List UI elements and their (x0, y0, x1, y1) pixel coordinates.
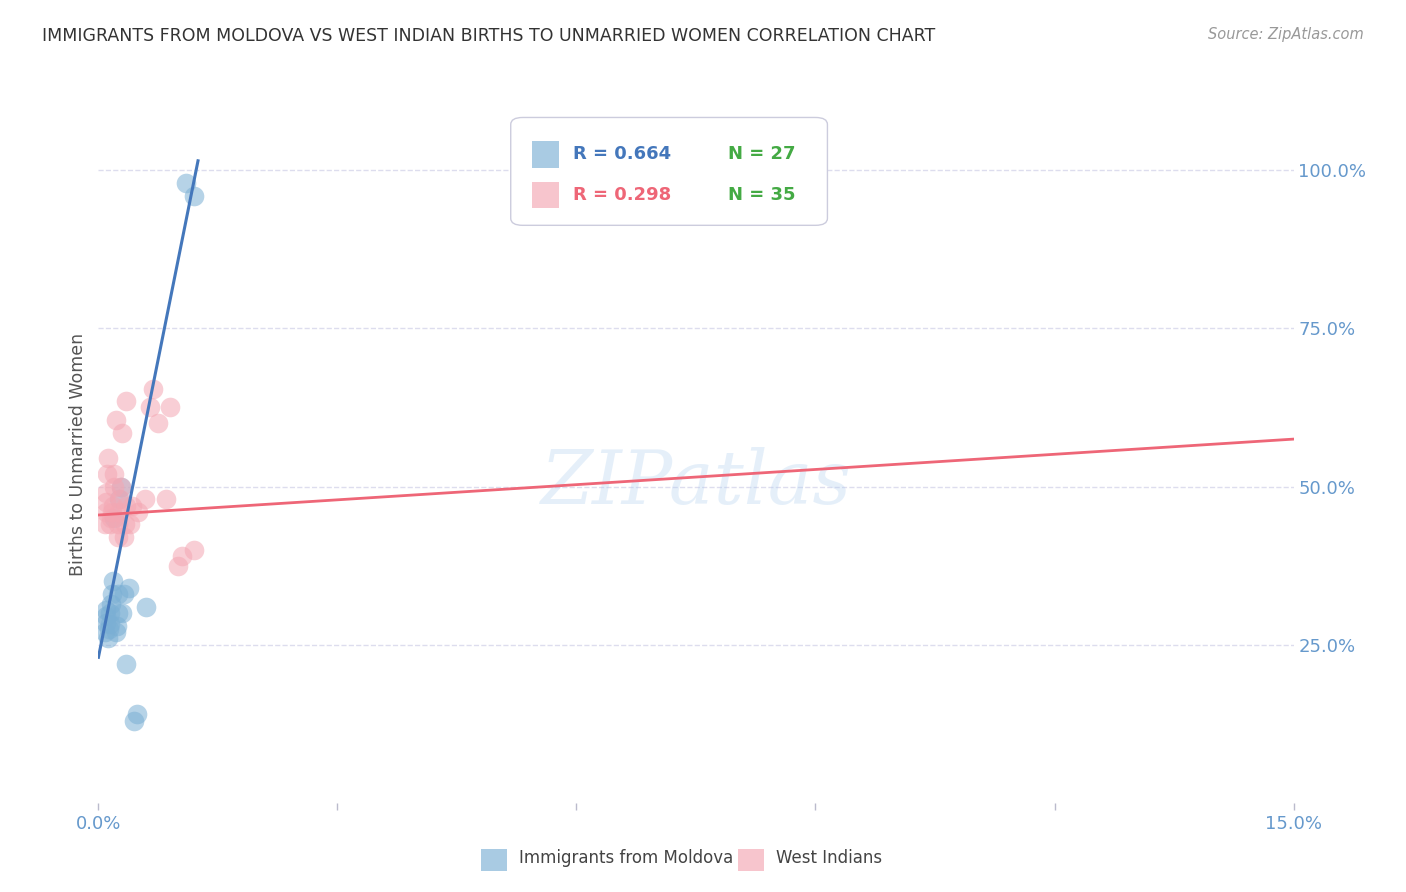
Text: R = 0.664: R = 0.664 (572, 145, 671, 163)
Point (101, 587, 124, 601)
Point (107, 530, 129, 544)
Point (114, 499, 136, 513)
Point (118, 581, 141, 595)
Point (107, 517, 129, 532)
Point (108, 492, 131, 507)
Point (111, 606, 134, 620)
Point (94, 517, 117, 532)
Point (115, 657, 138, 671)
Bar (533, 141, 558, 168)
Point (135, 599, 157, 614)
Point (125, 707, 148, 722)
Y-axis label: Births to Unmarried Women: Births to Unmarried Women (69, 334, 87, 576)
Point (94, 505, 117, 519)
Point (97, 632, 120, 646)
Point (155, 492, 177, 507)
Point (104, 413, 127, 427)
Point (98, 616, 121, 631)
Point (100, 517, 122, 532)
Point (159, 401, 181, 415)
Text: N = 27: N = 27 (728, 145, 796, 163)
Point (101, 574, 124, 589)
Point (172, 549, 194, 563)
Point (96, 495, 118, 509)
Point (104, 625, 127, 640)
FancyBboxPatch shape (510, 118, 827, 226)
Bar (481, 848, 508, 871)
Point (139, 401, 162, 415)
Point (97, 622, 120, 636)
Text: N = 35: N = 35 (728, 186, 796, 204)
Point (108, 505, 131, 519)
Point (167, 558, 190, 573)
Point (142, 382, 165, 396)
Point (183, 188, 205, 202)
Point (96, 486, 118, 500)
Point (110, 479, 132, 493)
Point (107, 587, 129, 601)
Point (112, 530, 135, 544)
Point (114, 517, 136, 532)
Point (94, 615, 117, 630)
Point (101, 499, 124, 513)
Point (108, 492, 131, 507)
Point (120, 517, 142, 532)
Text: West Indians: West Indians (776, 849, 882, 867)
Point (100, 597, 122, 611)
Point (96, 467, 118, 481)
Point (110, 479, 132, 493)
Point (103, 467, 125, 481)
Point (103, 511, 125, 525)
Point (134, 492, 156, 507)
Point (107, 606, 129, 620)
Point (97, 451, 120, 466)
Point (148, 417, 170, 431)
Point (127, 505, 149, 519)
Text: R = 0.298: R = 0.298 (572, 186, 671, 204)
Point (183, 542, 205, 557)
Point (100, 606, 122, 620)
Text: ZIPatlas: ZIPatlas (540, 447, 852, 519)
Point (103, 479, 125, 493)
Bar (738, 848, 763, 871)
Point (124, 714, 146, 728)
Point (94, 625, 117, 640)
Point (111, 425, 134, 440)
Point (96, 603, 118, 617)
Point (115, 394, 138, 409)
Text: Source: ZipAtlas.com: Source: ZipAtlas.com (1208, 27, 1364, 42)
Text: Immigrants from Moldova: Immigrants from Moldova (519, 849, 734, 867)
Point (112, 587, 135, 601)
Point (121, 499, 143, 513)
Bar (533, 182, 558, 208)
Point (96, 609, 118, 624)
Text: IMMIGRANTS FROM MOLDOVA VS WEST INDIAN BIRTHS TO UNMARRIED WOMEN CORRELATION CHA: IMMIGRANTS FROM MOLDOVA VS WEST INDIAN B… (42, 27, 935, 45)
Point (105, 618, 128, 632)
Point (100, 511, 122, 525)
Point (174, 176, 197, 190)
Point (101, 505, 124, 519)
